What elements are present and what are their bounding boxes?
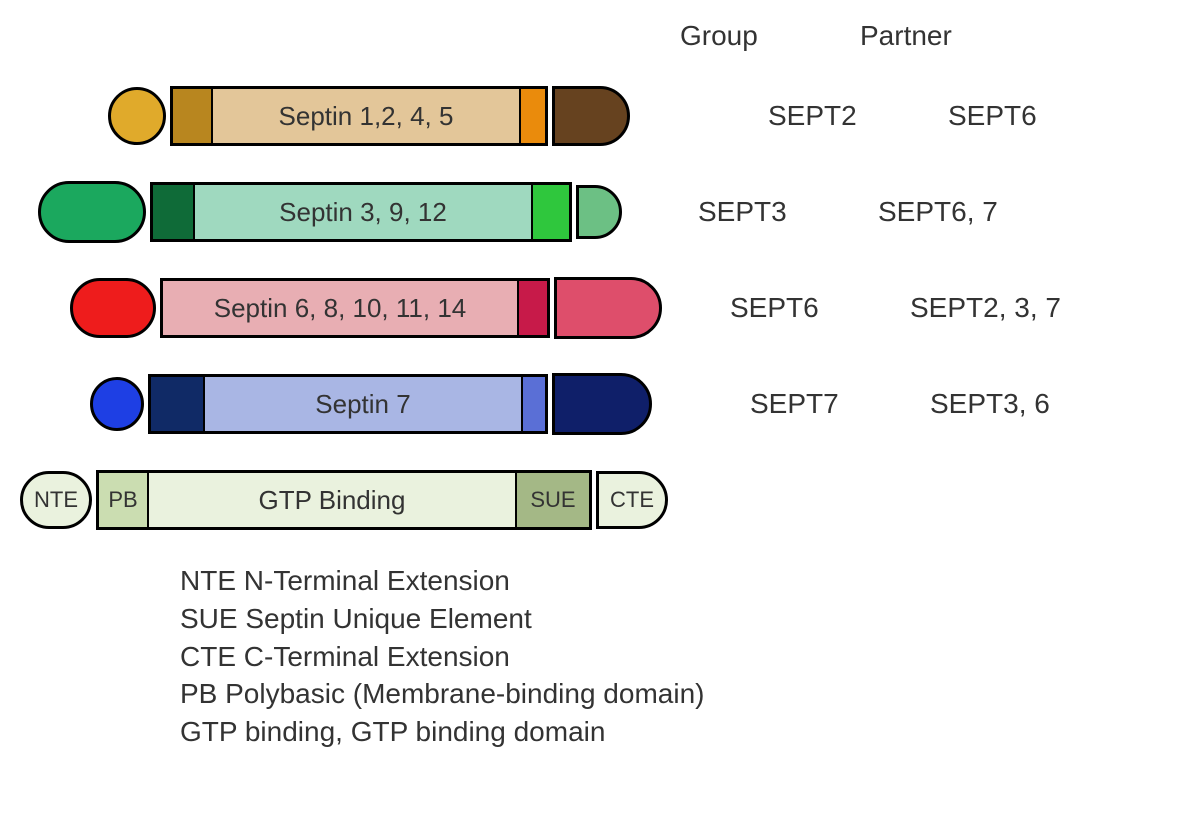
header-partner: Partner [860, 20, 952, 52]
nte-cap [90, 377, 144, 431]
septin-row: Septin 7 SEPT7SEPT3, 6 [20, 370, 1160, 438]
cte-cap: CTE [596, 471, 668, 529]
partner-cell: SEPT3, 6 [930, 388, 1050, 420]
domain-body: PBGTP BindingSUE [96, 470, 592, 530]
pb-segment: PB [99, 473, 147, 527]
nte-cap [108, 87, 166, 145]
header-spacer [20, 20, 680, 52]
domain-body: Septin 3, 9, 12 [150, 182, 572, 242]
header-row: Group Partner [20, 20, 1160, 52]
partner-cell: SEPT6 [948, 100, 1037, 132]
cte-cap [552, 86, 630, 146]
legend-line: SUE Septin Unique Element [180, 600, 1160, 638]
diagram-area: Septin 3, 9, 12 [20, 181, 698, 243]
diagram-area: Septin 6, 8, 10, 11, 14 [20, 277, 730, 339]
pb-segment [173, 89, 211, 143]
group-cell: SEPT7 [750, 388, 930, 420]
group-cell: SEPT2 [768, 100, 948, 132]
diagram-area: Septin 7 [20, 373, 750, 435]
gtp-segment: Septin 1,2, 4, 5 [211, 89, 521, 143]
cte-cap [554, 277, 662, 339]
gtp-segment: GTP Binding [147, 473, 517, 527]
sue-segment [521, 89, 545, 143]
cte-cap [576, 185, 622, 239]
diagram-area: Septin 1,2, 4, 5 [20, 86, 768, 146]
header-group: Group [680, 20, 860, 52]
domain-body: Septin 7 [148, 374, 548, 434]
nte-cap [70, 278, 156, 338]
rows-host: Septin 1,2, 4, 5SEPT2SEPT6Septin 3, 9, 1… [20, 82, 1160, 534]
sue-segment [533, 185, 569, 239]
gtp-segment: Septin 7 [203, 377, 523, 431]
septin-row: Septin 1,2, 4, 5 SEPT2SEPT6 [20, 82, 1160, 150]
sue-segment: SUE [517, 473, 589, 527]
group-cell: SEPT3 [698, 196, 878, 228]
partner-cell: SEPT2, 3, 7 [910, 292, 1061, 324]
nte-cap [38, 181, 146, 243]
diagram-area: NTEPBGTP BindingSUECTE [20, 470, 680, 530]
septin-row: Septin 6, 8, 10, 11, 14 SEPT6SEPT2, 3, 7 [20, 274, 1160, 342]
legend: NTE N-Terminal ExtensionSUE Septin Uniqu… [180, 562, 1160, 751]
legend-line: GTP binding, GTP binding domain [180, 713, 1160, 751]
pb-segment [151, 377, 203, 431]
domain-body: Septin 1,2, 4, 5 [170, 86, 548, 146]
gtp-segment: Septin 3, 9, 12 [193, 185, 533, 239]
legend-line: CTE C-Terminal Extension [180, 638, 1160, 676]
gtp-segment: Septin 6, 8, 10, 11, 14 [163, 281, 519, 335]
nte-cap: NTE [20, 471, 92, 529]
septin-row: Septin 3, 9, 12 SEPT3SEPT6, 7 [20, 178, 1160, 246]
domain-body: Septin 6, 8, 10, 11, 14 [160, 278, 550, 338]
group-cell: SEPT6 [730, 292, 910, 324]
cte-cap [552, 373, 652, 435]
septin-row: NTEPBGTP BindingSUECTE [20, 466, 1160, 534]
legend-line: NTE N-Terminal Extension [180, 562, 1160, 600]
partner-cell: SEPT6, 7 [878, 196, 998, 228]
sue-segment [519, 281, 547, 335]
pb-segment [153, 185, 193, 239]
sue-segment [523, 377, 545, 431]
septin-diagram: Group Partner Septin 1,2, 4, 5SEPT2SEPT6… [20, 20, 1160, 751]
legend-line: PB Polybasic (Membrane-binding domain) [180, 675, 1160, 713]
